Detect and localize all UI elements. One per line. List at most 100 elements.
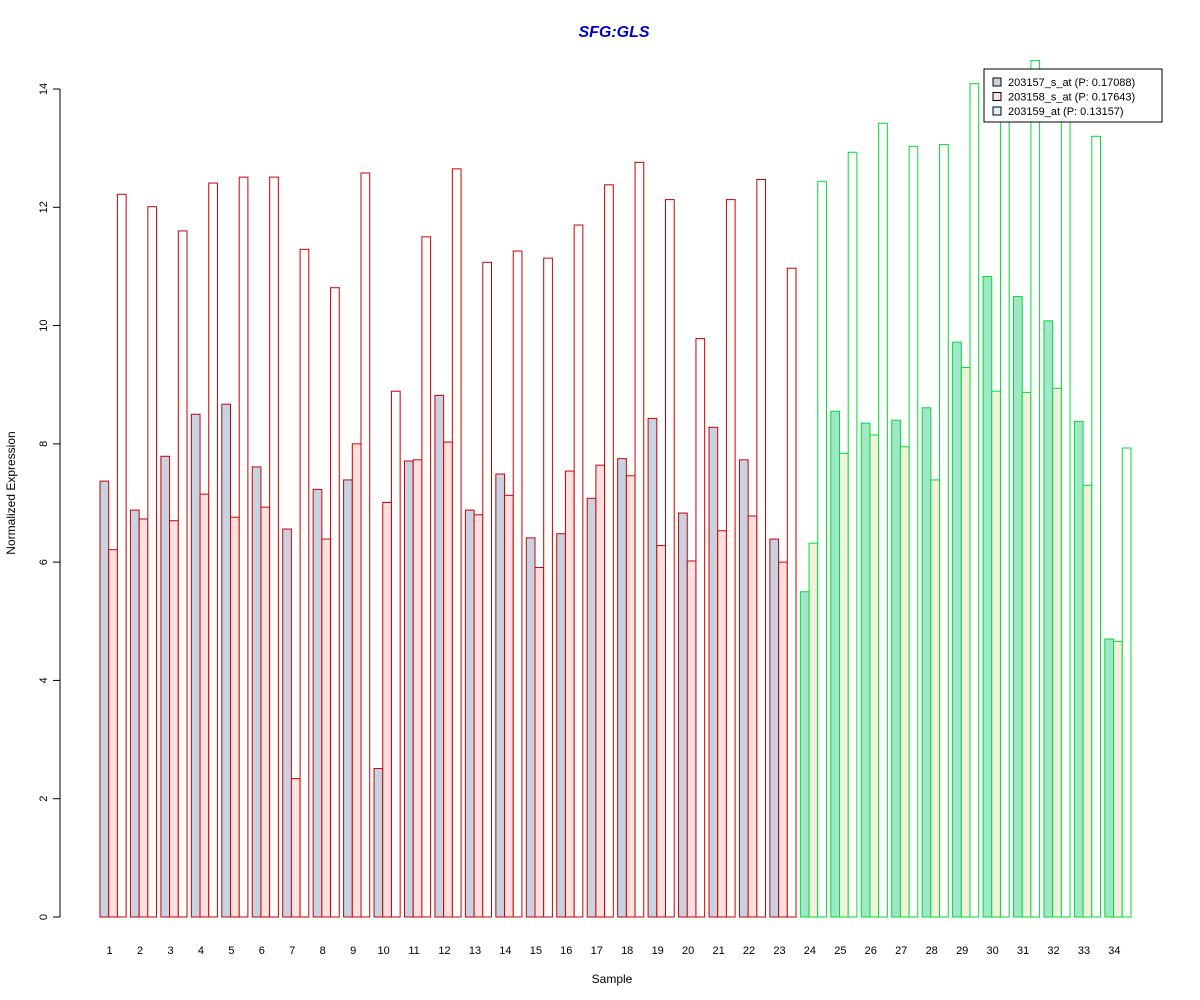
bar-s3-sample-28 [939, 144, 949, 918]
bar-s3-sample-30 [999, 98, 1010, 918]
bar-s1-sample-9 [343, 479, 353, 918]
bar-s1-sample-14 [495, 473, 506, 918]
legend-entry-3: 203159_at (P: 0.13157) [1008, 106, 1124, 118]
bar-s2-sample-7 [290, 778, 301, 918]
bar-s2-sample-5 [230, 516, 240, 918]
bar-s2-sample-13 [473, 514, 484, 918]
bar-s3-sample-8 [330, 287, 340, 918]
bar-s1-sample-25 [830, 410, 840, 918]
bar-s3-sample-2 [147, 206, 158, 918]
chart-title: SFG:GLS [578, 24, 649, 41]
bar-s3-sample-9 [360, 172, 371, 918]
y-tick-label: 4 [38, 677, 50, 683]
bar-s3-sample-7 [299, 248, 310, 918]
bar-s2-sample-3 [169, 520, 179, 918]
bar-s1-sample-12 [434, 394, 445, 918]
bar-s1-sample-6 [251, 466, 262, 918]
y-axis: 0 2 4 6 8 10 12 14 [38, 83, 61, 920]
bar-s3-sample-16 [573, 224, 584, 918]
x-tick-label: 33 [1078, 945, 1090, 957]
bar-s2-sample-1 [108, 549, 118, 918]
x-tick-labels: 1 2 3 4 5 6 7 8 9 10 11 12 13 14 15 16 17 18 19 20 21 22 23 24 2… [107, 945, 1121, 957]
bar-s2-sample-26 [869, 434, 880, 918]
bar-s1-sample-19 [647, 417, 658, 918]
x-tick-label: 5 [228, 945, 234, 957]
bar-s1-sample-15 [525, 537, 536, 918]
bar-s2-sample-25 [839, 452, 849, 918]
legend-swatch-2 [992, 92, 1002, 101]
bar-s1-sample-34 [1104, 638, 1115, 918]
bar-s1-sample-33 [1073, 420, 1084, 918]
bar-s2-sample-21 [717, 530, 727, 918]
bar-s1-sample-21 [708, 426, 719, 918]
x-tick-label: 25 [834, 945, 846, 957]
legend-entry-1: 203157_s_at (P: 0.17088) [1008, 77, 1135, 89]
x-axis-label: Sample [592, 972, 633, 986]
bar-s3-sample-4 [208, 182, 218, 918]
bar-s1-sample-1 [99, 480, 110, 918]
x-tick-label: 4 [198, 945, 204, 957]
x-tick-label: 2 [137, 945, 143, 957]
bar-s2-sample-20 [686, 560, 697, 918]
bar-s1-sample-18 [617, 458, 627, 918]
bar-s1-sample-26 [860, 422, 871, 918]
bar-s2-sample-9 [351, 443, 362, 918]
bar-s3-sample-34 [1121, 447, 1132, 918]
bars-group [99, 60, 1132, 918]
bar-s3-sample-1 [116, 193, 127, 918]
y-tick-label: 0 [38, 914, 50, 920]
bar-s3-sample-22 [756, 178, 767, 918]
x-tick-label: 13 [469, 945, 481, 957]
x-tick-label: 8 [320, 945, 326, 957]
bar-s2-sample-22 [747, 515, 758, 918]
bar-s2-sample-33 [1082, 484, 1093, 918]
bar-s2-sample-23 [778, 561, 788, 918]
bar-s3-sample-11 [421, 236, 432, 918]
x-tick-label: 19 [652, 945, 664, 957]
bar-s2-sample-31 [1021, 391, 1032, 918]
bar-s2-sample-15 [534, 566, 545, 918]
bar-s3-sample-3 [177, 230, 188, 918]
x-tick-label: 24 [804, 945, 816, 957]
x-tick-label: 29 [956, 945, 968, 957]
bar-s3-sample-5 [238, 176, 249, 918]
bar-s2-sample-10 [382, 501, 392, 918]
bar-s3-sample-20 [695, 338, 706, 918]
x-tick-label: 30 [986, 945, 998, 957]
bar-s1-sample-17 [586, 497, 597, 918]
bar-s2-sample-4 [199, 493, 210, 918]
bar-s2-sample-32 [1052, 387, 1062, 918]
bar-s3-sample-25 [847, 151, 858, 918]
bar-s2-sample-11 [412, 459, 423, 918]
x-tick-label: 10 [377, 945, 389, 957]
x-tick-label: 28 [926, 945, 938, 957]
bar-s1-sample-13 [464, 509, 475, 918]
bar-s1-sample-20 [678, 512, 688, 918]
bar-s2-sample-28 [930, 479, 941, 918]
bar-s2-sample-17 [595, 464, 606, 918]
x-tick-label: 12 [438, 945, 450, 957]
bar-s1-sample-30 [982, 275, 993, 918]
x-tick-label: 14 [499, 945, 511, 957]
x-tick-label: 1 [107, 945, 113, 957]
bar-s2-sample-30 [991, 390, 1001, 918]
bar-s3-sample-21 [725, 199, 736, 918]
x-tick-label: 16 [560, 945, 572, 957]
bar-s3-sample-18 [634, 161, 645, 918]
bar-s3-sample-13 [482, 261, 492, 918]
x-tick-label: 15 [530, 945, 542, 957]
bar-s3-sample-27 [908, 145, 919, 918]
bar-s3-sample-29 [969, 83, 980, 918]
x-tick-label: 31 [1017, 945, 1029, 957]
x-tick-label: 32 [1047, 945, 1059, 957]
y-axis-label: Normalized Expression [4, 431, 18, 554]
bar-s1-sample-23 [769, 538, 780, 918]
bar-s3-sample-23 [786, 267, 797, 918]
legend-swatch-1 [992, 77, 1002, 87]
bar-s1-sample-27 [891, 419, 901, 918]
bar-s2-sample-19 [656, 545, 666, 918]
legend-entry-2: 203158_s_at (P: 0.17643) [1008, 92, 1135, 104]
bar-s3-sample-17 [604, 184, 614, 918]
bar-s1-sample-31 [1013, 296, 1023, 918]
